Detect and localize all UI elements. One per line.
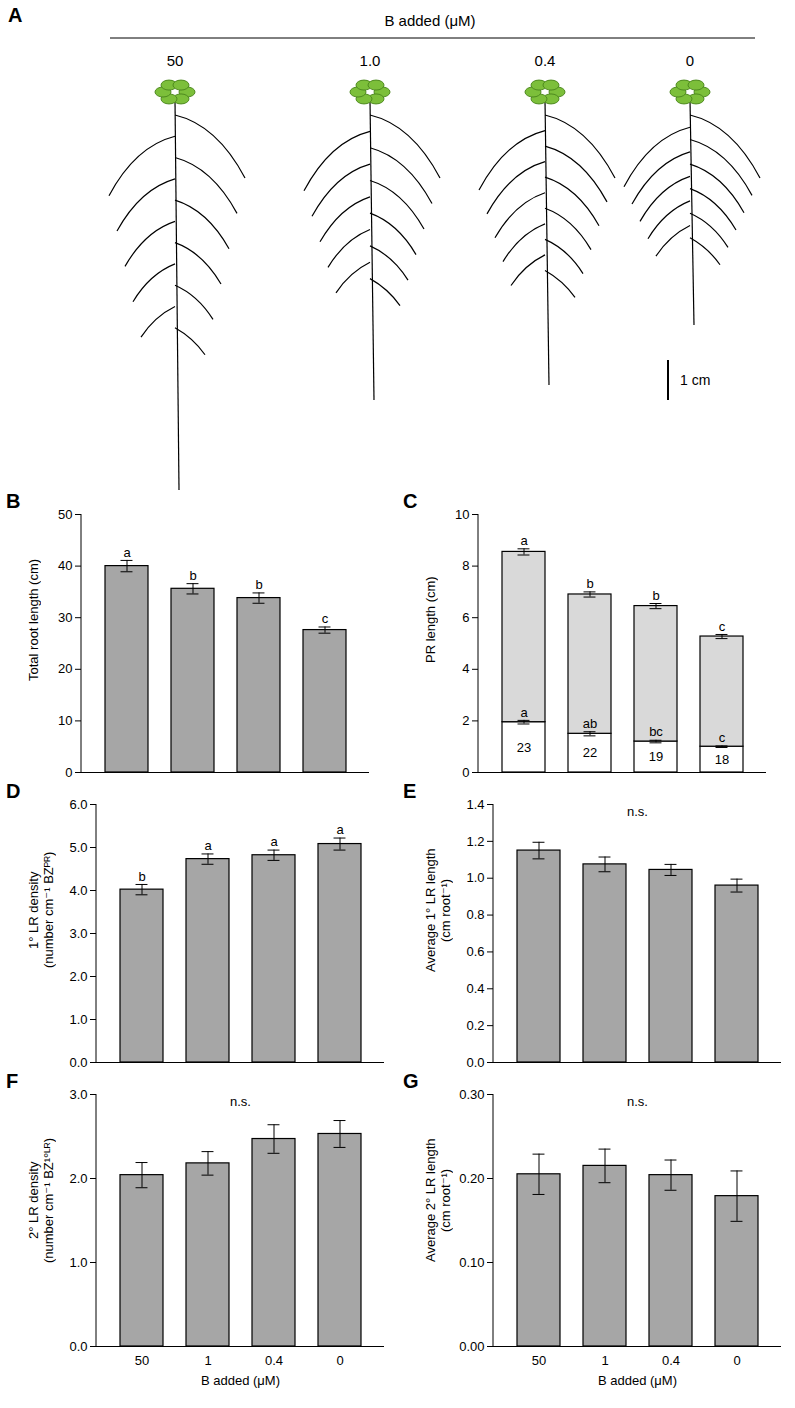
svg-text:10: 10 xyxy=(58,713,72,728)
html-text:(number cm⁻¹ BZᴾᴿ): (number cm⁻¹ BZᴾᴿ) xyxy=(41,851,56,969)
svg-text:c: c xyxy=(719,619,726,634)
svg-text:B added (μM): B added (μM) xyxy=(384,12,475,29)
svg-text:40: 40 xyxy=(58,558,72,573)
svg-text:50: 50 xyxy=(167,52,184,69)
svg-text:0.30: 0.30 xyxy=(459,1087,484,1102)
svg-text:30: 30 xyxy=(58,610,72,625)
svg-text:bc: bc xyxy=(649,724,663,739)
svg-text:b: b xyxy=(189,568,196,583)
svg-text:a: a xyxy=(336,822,344,837)
svg-text:4.0: 4.0 xyxy=(69,883,87,898)
svg-text:1.0: 1.0 xyxy=(466,870,484,885)
svg-text:b: b xyxy=(255,577,262,592)
html-text:C: C xyxy=(403,490,418,512)
svg-text:0.0: 0.0 xyxy=(466,1055,484,1070)
svg-text:0.0: 0.0 xyxy=(69,1055,87,1070)
svg-text:50: 50 xyxy=(135,1353,149,1368)
svg-text:1.0: 1.0 xyxy=(69,1255,87,1270)
html-text:D: D xyxy=(6,780,21,802)
svg-text:0.2: 0.2 xyxy=(466,1018,484,1033)
html-text:2° LR density: 2° LR density xyxy=(26,1161,41,1239)
svg-text:1: 1 xyxy=(204,1353,211,1368)
svg-text:1 cm: 1 cm xyxy=(680,372,710,388)
svg-text:3.0: 3.0 xyxy=(69,1087,87,1102)
svg-text:0: 0 xyxy=(336,1353,343,1368)
svg-text:2: 2 xyxy=(462,713,469,728)
svg-text:2.0: 2.0 xyxy=(69,1171,87,1186)
svg-text:22: 22 xyxy=(583,745,597,760)
html-text:F: F xyxy=(6,1070,19,1092)
svg-text:b: b xyxy=(138,869,145,884)
svg-text:0: 0 xyxy=(462,765,469,780)
svg-text:1.0: 1.0 xyxy=(360,52,381,69)
html-text:(cm root⁻¹): (cm root⁻¹) xyxy=(438,878,453,942)
svg-text:50: 50 xyxy=(58,507,72,522)
svg-text:1.2: 1.2 xyxy=(466,834,484,849)
svg-text:1.4: 1.4 xyxy=(466,797,484,812)
svg-text:10: 10 xyxy=(455,507,469,522)
svg-text:a: a xyxy=(123,545,131,560)
svg-text:b: b xyxy=(586,576,593,591)
svg-text:0.4: 0.4 xyxy=(265,1353,283,1368)
svg-text:0.10: 0.10 xyxy=(459,1255,484,1270)
svg-text:ab: ab xyxy=(583,716,597,731)
svg-text:3.0: 3.0 xyxy=(69,926,87,941)
svg-text:n.s.: n.s. xyxy=(230,1094,251,1109)
svg-text:n.s.: n.s. xyxy=(627,804,648,819)
svg-text:a: a xyxy=(204,838,212,853)
svg-text:b: b xyxy=(652,588,659,603)
svg-text:8: 8 xyxy=(462,558,469,573)
svg-text:B added (μM): B added (μM) xyxy=(598,1373,677,1388)
svg-text:50: 50 xyxy=(532,1353,546,1368)
svg-text:5.0: 5.0 xyxy=(69,840,87,855)
svg-text:0.00: 0.00 xyxy=(459,1339,484,1354)
svg-text:2.0: 2.0 xyxy=(69,969,87,984)
svg-text:0.4: 0.4 xyxy=(535,52,556,69)
svg-text:4: 4 xyxy=(462,661,469,676)
html-text:E: E xyxy=(403,780,417,802)
svg-text:a: a xyxy=(520,705,528,720)
svg-text:c: c xyxy=(719,730,726,745)
svg-text:0.4: 0.4 xyxy=(662,1353,680,1368)
svg-text:a: a xyxy=(270,834,278,849)
html-text:G: G xyxy=(403,1070,419,1092)
svg-text:23: 23 xyxy=(517,740,531,755)
svg-text:20: 20 xyxy=(58,661,72,676)
html-text:PR length (cm): PR length (cm) xyxy=(423,576,438,664)
html-text:B: B xyxy=(6,490,21,512)
html-text:(cm root⁻¹): (cm root⁻¹) xyxy=(438,1168,453,1232)
svg-text:6.0: 6.0 xyxy=(69,797,87,812)
svg-text:0.20: 0.20 xyxy=(459,1171,484,1186)
html-text:Average 1° LR length: Average 1° LR length xyxy=(423,848,438,972)
svg-text:A: A xyxy=(8,4,22,26)
svg-text:1: 1 xyxy=(601,1353,608,1368)
svg-text:19: 19 xyxy=(649,749,663,764)
svg-text:a: a xyxy=(520,533,528,548)
svg-text:0.4: 0.4 xyxy=(466,981,484,996)
svg-text:6: 6 xyxy=(462,610,469,625)
svg-text:n.s.: n.s. xyxy=(627,1094,648,1109)
svg-text:0.8: 0.8 xyxy=(466,907,484,922)
svg-text:B added (μM): B added (μM) xyxy=(201,1373,280,1388)
svg-text:c: c xyxy=(322,611,329,626)
html-text:1° LR density: 1° LR density xyxy=(26,871,41,949)
svg-text:0: 0 xyxy=(686,52,694,69)
svg-text:0: 0 xyxy=(733,1353,740,1368)
html-text:Total root length (cm): Total root length (cm) xyxy=(26,559,41,682)
html-text:(number cm⁻¹ BZ¹°ᴸᴿ): (number cm⁻¹ BZ¹°ᴸᴿ) xyxy=(41,1137,56,1263)
html-text:Average 2° LR length: Average 2° LR length xyxy=(423,1138,438,1262)
svg-text:18: 18 xyxy=(715,752,729,767)
svg-text:1.0: 1.0 xyxy=(69,1012,87,1027)
svg-text:0: 0 xyxy=(65,765,72,780)
svg-text:0.0: 0.0 xyxy=(69,1339,87,1354)
svg-text:0.6: 0.6 xyxy=(466,944,484,959)
